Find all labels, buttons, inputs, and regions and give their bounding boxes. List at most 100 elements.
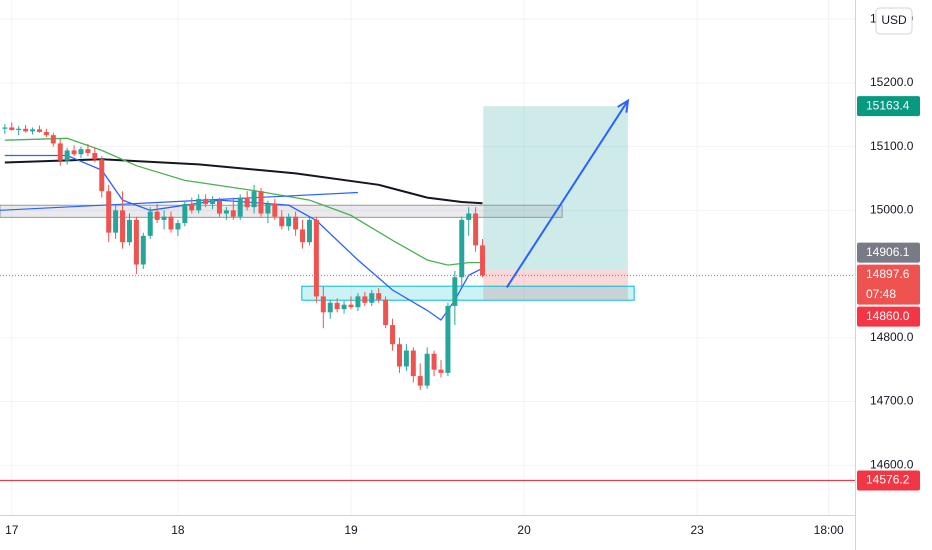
candle-body (313, 219, 319, 297)
candle-body (272, 203, 278, 217)
candle-body (230, 210, 236, 217)
candle-body (43, 131, 49, 136)
candle-body (362, 296, 368, 303)
candle-body (9, 127, 15, 131)
y-tick-label: 15000.0 (870, 203, 914, 217)
candle-body (286, 216, 292, 227)
price-label (857, 470, 920, 491)
candle-body (133, 219, 139, 265)
candle-body (244, 197, 250, 208)
candle-body (189, 203, 195, 211)
candle-body (417, 376, 423, 386)
candle-body (223, 210, 229, 214)
candle-body (168, 216, 174, 230)
plot-area (0, 0, 855, 515)
price-label-text: 14906.1 (866, 245, 910, 259)
candle-body (473, 213, 479, 246)
candle-body (424, 353, 430, 386)
price-label-text: 14897.6 (866, 267, 910, 281)
price-label-text: 14860.0 (866, 309, 910, 323)
x-tick-label: 19 (344, 523, 358, 537)
candle-body (216, 200, 222, 214)
y-tick-label: 14700.0 (870, 394, 914, 408)
candle-body (369, 293, 375, 303)
candle-body (175, 223, 181, 230)
candle-body (341, 304, 347, 310)
currency: USD (881, 13, 907, 27)
candle-body (355, 296, 361, 308)
y-tick-label: 14600.0 (870, 457, 914, 471)
trendline (0, 191, 358, 211)
candle-body (23, 128, 29, 132)
target-zone (483, 106, 628, 271)
candle-body (403, 350, 409, 367)
candle-body (210, 200, 216, 204)
candle-body (438, 369, 444, 373)
candle-body (306, 219, 312, 243)
price-label (857, 306, 920, 327)
candle-body (182, 203, 188, 224)
candle-body (85, 149, 91, 153)
candle-body (154, 211, 160, 220)
candle-body (126, 219, 132, 243)
candle-body (30, 129, 36, 132)
x-tick-label: 18 (171, 523, 185, 537)
candle-body (140, 235, 146, 265)
candle-body (2, 127, 8, 129)
candle-body (480, 245, 486, 276)
candle-body (265, 203, 271, 214)
candle-body (147, 211, 153, 236)
candle-body (459, 219, 465, 278)
price-label (857, 96, 920, 117)
candle-body (99, 159, 105, 192)
candle-body (452, 277, 458, 306)
candle-body (203, 198, 209, 204)
y-tick-label: 14800.0 (870, 330, 914, 344)
candle-body (16, 128, 22, 131)
candle-body (376, 293, 382, 300)
x-tick-label: 23 (690, 523, 704, 537)
price-label (857, 242, 920, 263)
candle-body (57, 143, 63, 161)
candle-body (36, 129, 42, 132)
y-tick-label: 15100.0 (870, 139, 914, 153)
candle-body (50, 135, 56, 144)
x-tick-label: 18:00 (814, 523, 844, 537)
currency-box (875, 7, 913, 35)
price-label (857, 264, 920, 305)
moving-average (4, 158, 483, 205)
y-tick-label: 15200.0 (870, 75, 914, 89)
countdown: 07:48 (866, 287, 896, 301)
candle-body (327, 302, 333, 313)
candle-body (334, 302, 340, 310)
candle-body (106, 191, 112, 233)
price-label-text: 14576.2 (866, 473, 910, 487)
candle-body (64, 150, 70, 161)
candle-body (390, 325, 396, 345)
candle-body (348, 304, 354, 308)
arrow-head (617, 98, 630, 113)
candle-body (445, 305, 451, 373)
candle-body (78, 149, 84, 155)
candle-body (251, 191, 257, 208)
candle-body (293, 216, 299, 230)
candle-body (383, 299, 389, 326)
candle-body (92, 152, 98, 160)
zone (301, 285, 635, 301)
x-tick-label: 17 (5, 523, 19, 537)
price-label-text: 15163.4 (866, 98, 910, 112)
candle-body (279, 216, 285, 227)
candle-body (466, 213, 472, 220)
candle-body (120, 210, 126, 243)
candle-body (196, 198, 202, 211)
candle-body (320, 296, 326, 313)
candle-body (71, 150, 77, 155)
candle-body (431, 353, 437, 370)
candle-body (237, 197, 243, 217)
candle-body (161, 216, 167, 220)
candle-body (258, 191, 264, 214)
candle-body (410, 350, 416, 377)
